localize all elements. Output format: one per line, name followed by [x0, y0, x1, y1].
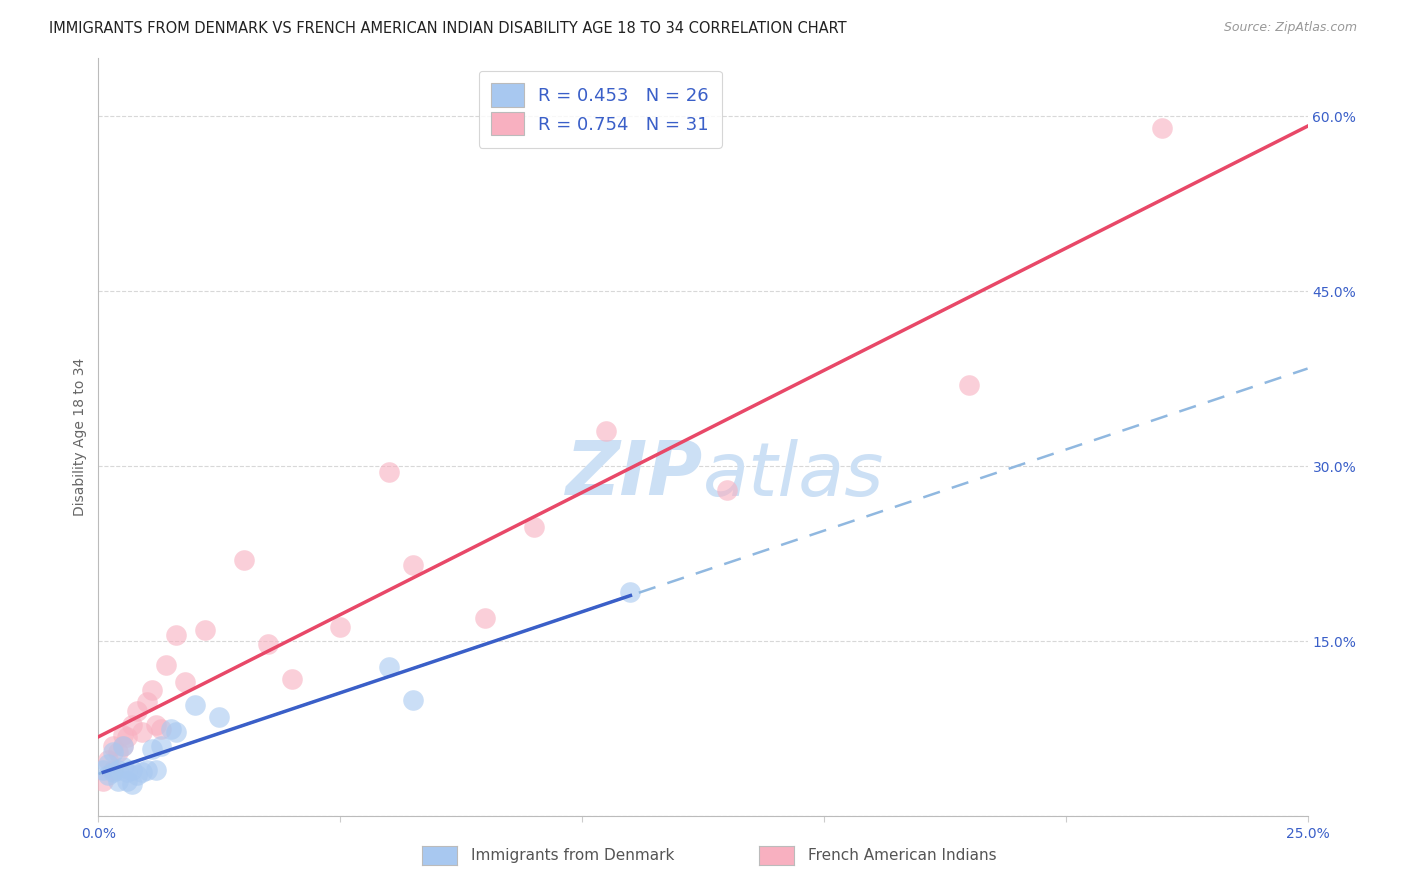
Point — [97, 753, 120, 767]
Point — [121, 763, 143, 777]
Point — [957, 377, 980, 392]
Text: French American Indians: French American Indians — [808, 848, 997, 863]
Point — [194, 623, 217, 637]
Point — [111, 760, 134, 774]
Point — [232, 552, 254, 566]
Point — [121, 776, 143, 790]
Point — [281, 672, 304, 686]
Text: IMMIGRANTS FROM DENMARK VS FRENCH AMERICAN INDIAN DISABILITY AGE 18 TO 34 CORREL: IMMIGRANTS FROM DENMARK VS FRENCH AMERIC… — [49, 21, 846, 36]
Point — [101, 739, 124, 754]
Point — [174, 675, 197, 690]
Point — [716, 483, 738, 497]
Point — [329, 620, 352, 634]
Point — [97, 768, 120, 782]
Y-axis label: Disability Age 18 to 34: Disability Age 18 to 34 — [73, 358, 87, 516]
Text: Source: ZipAtlas.com: Source: ZipAtlas.com — [1223, 21, 1357, 34]
Point — [523, 520, 546, 534]
Point — [402, 558, 425, 573]
Point — [150, 739, 173, 754]
Point — [595, 424, 617, 438]
Point — [117, 730, 139, 744]
Point — [127, 768, 149, 782]
Point — [111, 739, 134, 754]
Point — [377, 660, 399, 674]
Point — [97, 756, 120, 771]
Point — [131, 725, 153, 739]
Point — [145, 763, 167, 777]
Point — [91, 774, 114, 789]
Point — [619, 585, 641, 599]
Point — [165, 628, 187, 642]
Point — [101, 745, 124, 759]
Point — [101, 763, 124, 777]
Point — [111, 739, 134, 754]
Point — [150, 722, 173, 736]
Text: atlas: atlas — [703, 439, 884, 511]
Point — [402, 692, 425, 706]
Point — [474, 611, 496, 625]
Point — [117, 764, 139, 779]
Point — [1152, 120, 1174, 135]
Point — [256, 636, 278, 650]
Text: Immigrants from Denmark: Immigrants from Denmark — [471, 848, 675, 863]
Point — [160, 722, 183, 736]
Point — [107, 745, 129, 759]
Point — [145, 718, 167, 732]
Point — [165, 725, 187, 739]
Point — [377, 465, 399, 479]
Point — [135, 695, 157, 709]
Point — [107, 763, 129, 777]
Point — [121, 718, 143, 732]
Point — [208, 710, 231, 724]
Point — [141, 683, 163, 698]
Point — [101, 764, 124, 779]
Point — [111, 727, 134, 741]
Point — [127, 704, 149, 718]
Point — [141, 741, 163, 756]
Text: ZIP: ZIP — [565, 439, 703, 511]
Legend: R = 0.453   N = 26, R = 0.754   N = 31: R = 0.453 N = 26, R = 0.754 N = 31 — [479, 70, 721, 148]
Point — [117, 774, 139, 789]
Point — [184, 698, 207, 713]
Point — [155, 657, 177, 672]
Point — [131, 764, 153, 779]
Point — [107, 774, 129, 789]
Point — [135, 763, 157, 777]
Point — [91, 763, 114, 777]
